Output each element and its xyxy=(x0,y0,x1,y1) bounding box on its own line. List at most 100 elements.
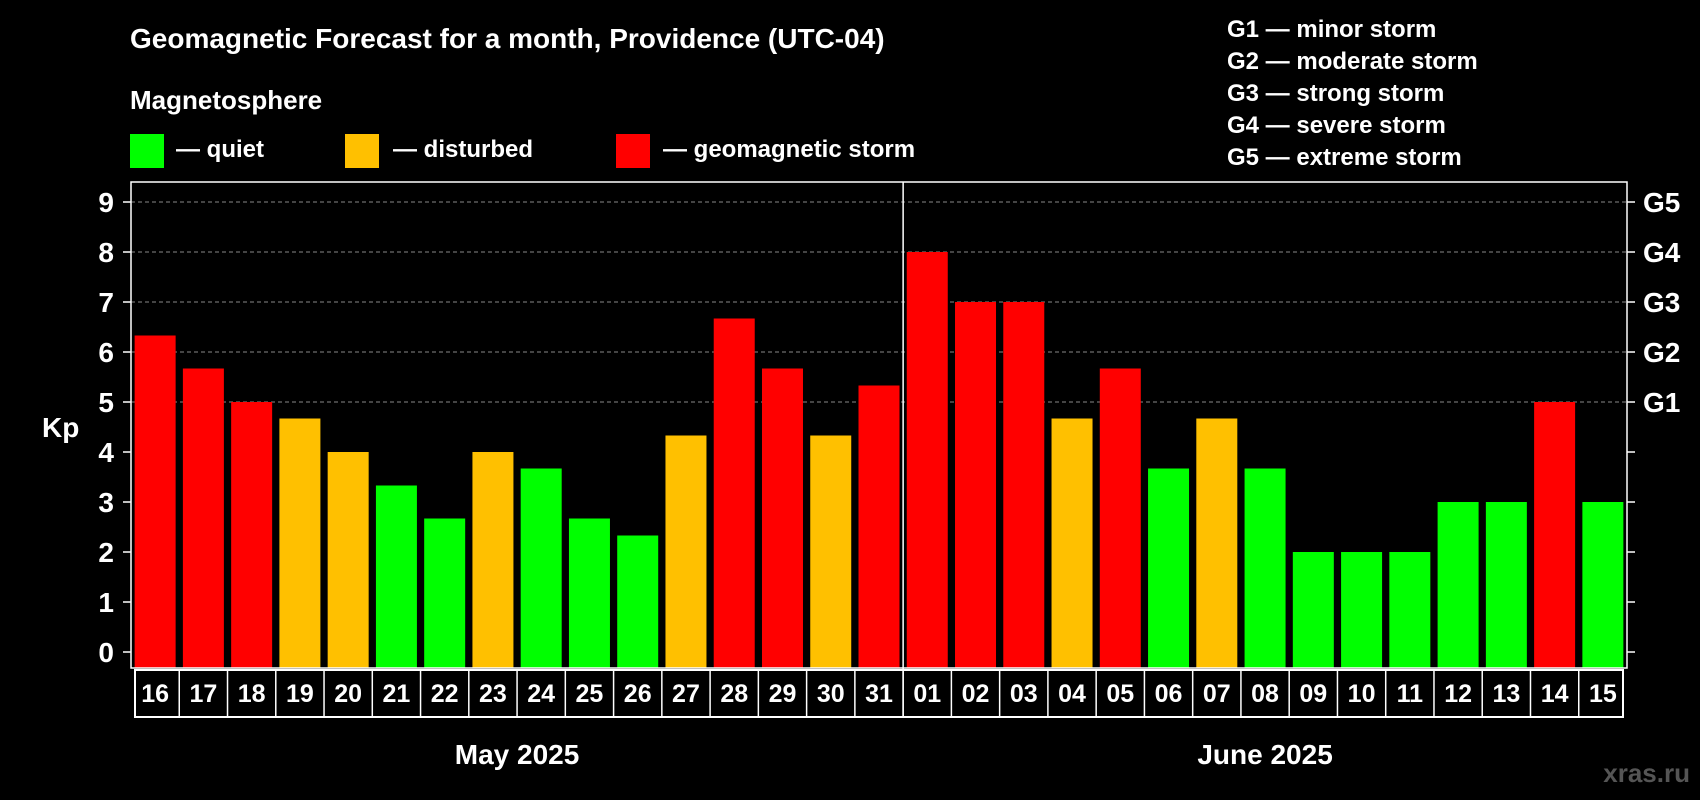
bar-08 xyxy=(1244,468,1286,668)
legend-label-storm: — geomagnetic storm xyxy=(663,136,915,163)
x-tick-label-16: 16 xyxy=(141,680,169,708)
x-tick-label-24: 24 xyxy=(527,680,555,708)
x-tick-label-27: 27 xyxy=(672,680,700,708)
bar-15 xyxy=(1582,502,1624,668)
bar-23 xyxy=(472,452,514,668)
storm-desc-g2: G2 — moderate storm xyxy=(1227,48,1478,75)
x-tick-label-10: 10 xyxy=(1348,680,1376,708)
legend-swatch-disturbed xyxy=(345,134,379,168)
bar-14 xyxy=(1534,402,1576,668)
x-tick-label-21: 21 xyxy=(383,680,411,708)
bar-19 xyxy=(279,418,321,668)
bar-11 xyxy=(1389,552,1431,668)
x-tick-label-09: 09 xyxy=(1299,680,1327,708)
plot-frame xyxy=(130,181,1628,669)
bar-16 xyxy=(134,335,176,668)
x-tick-label-14: 14 xyxy=(1541,680,1569,708)
bar-17 xyxy=(182,368,224,668)
storm-desc-g3: G3 — strong storm xyxy=(1227,80,1444,107)
bar-26 xyxy=(617,535,659,668)
legend-label-quiet: — quiet xyxy=(176,136,264,163)
y-tick-label-3: 3 xyxy=(98,487,114,518)
bar-04 xyxy=(1051,418,1093,668)
bar-21 xyxy=(375,485,417,668)
x-tick-label-18: 18 xyxy=(238,680,266,708)
x-tick-label-23: 23 xyxy=(479,680,507,708)
chart-title: Geomagnetic Forecast for a month, Provid… xyxy=(130,23,885,54)
x-tick-label-02: 02 xyxy=(962,680,990,708)
storm-scale-legend: G1 — minor storm G2 — moderate storm G3 … xyxy=(1227,16,1478,171)
x-tick-label-05: 05 xyxy=(1106,680,1134,708)
storm-axis-label-g1: G1 xyxy=(1643,387,1680,418)
bar-02 xyxy=(955,302,997,668)
bar-31 xyxy=(858,385,900,668)
bar-29 xyxy=(761,368,803,668)
storm-axis-label-g5: G5 xyxy=(1643,187,1680,218)
y-tick-label-6: 6 xyxy=(98,337,114,368)
storm-desc-g5: G5 — extreme storm xyxy=(1227,144,1462,171)
y-tick-label-1: 1 xyxy=(98,587,114,618)
y-tick-label-4: 4 xyxy=(98,437,114,468)
bar-20 xyxy=(327,452,369,668)
bar-12 xyxy=(1437,502,1479,668)
x-tick-label-08: 08 xyxy=(1251,680,1279,708)
x-tick-label-13: 13 xyxy=(1492,680,1520,708)
x-tick-label-06: 06 xyxy=(1155,680,1183,708)
bar-30 xyxy=(810,435,852,668)
y-tick-label-8: 8 xyxy=(98,237,114,268)
storm-desc-g4: G4 — severe storm xyxy=(1227,112,1446,139)
bar-27 xyxy=(665,435,707,668)
bar-10 xyxy=(1341,552,1383,668)
x-tick-label-19: 19 xyxy=(286,680,314,708)
y-tick-label-5: 5 xyxy=(98,387,114,418)
x-tick-label-17: 17 xyxy=(189,680,217,708)
x-tick-label-29: 29 xyxy=(769,680,797,708)
storm-axis-label-g2: G2 xyxy=(1643,337,1680,368)
x-tick-label-07: 07 xyxy=(1203,680,1231,708)
bar-01 xyxy=(906,252,948,668)
storm-axis-label-g4: G4 xyxy=(1643,237,1681,268)
bar-24 xyxy=(520,468,562,668)
bar-06 xyxy=(1148,468,1190,668)
bar-07 xyxy=(1196,418,1238,668)
bar-22 xyxy=(424,518,466,668)
bar-03 xyxy=(1003,302,1045,668)
bar-28 xyxy=(713,318,755,668)
x-tick-label-25: 25 xyxy=(576,680,604,708)
month-label-1: June 2025 xyxy=(1197,739,1332,770)
x-tick-label-28: 28 xyxy=(720,680,748,708)
y-tick-label-9: 9 xyxy=(98,187,114,218)
bar-13 xyxy=(1485,502,1527,668)
x-tick-label-20: 20 xyxy=(334,680,362,708)
bar-09 xyxy=(1292,552,1334,668)
y-tick-label-7: 7 xyxy=(98,287,114,318)
x-tick-label-15: 15 xyxy=(1589,680,1617,708)
legend: — quiet — disturbed — geomagnetic storm xyxy=(130,134,915,168)
x-tick-label-11: 11 xyxy=(1397,680,1424,708)
x-tick-label-01: 01 xyxy=(913,680,941,708)
x-tick-label-31: 31 xyxy=(865,680,893,708)
x-tick-label-04: 04 xyxy=(1058,680,1086,708)
y-tick-label-2: 2 xyxy=(98,537,114,568)
legend-label-disturbed: — disturbed xyxy=(393,136,533,163)
storm-desc-g1: G1 — minor storm xyxy=(1227,16,1436,43)
x-tick-label-22: 22 xyxy=(431,680,459,708)
x-tick-label-26: 26 xyxy=(624,680,652,708)
watermark: xras.ru xyxy=(1603,758,1690,788)
storm-axis-label-g3: G3 xyxy=(1643,287,1680,318)
bar-18 xyxy=(231,402,273,668)
bar-25 xyxy=(568,518,610,668)
legend-swatch-storm xyxy=(616,134,650,168)
legend-title: Magnetosphere xyxy=(130,85,322,115)
y-tick-label-0: 0 xyxy=(98,637,114,668)
date-box xyxy=(134,669,1624,718)
x-tick-label-30: 30 xyxy=(817,680,845,708)
y-axis-label: Kp xyxy=(42,412,79,443)
bar-05 xyxy=(1099,368,1141,668)
x-tick-label-12: 12 xyxy=(1444,680,1472,708)
month-label-0: May 2025 xyxy=(455,739,580,770)
x-tick-label-03: 03 xyxy=(1010,680,1038,708)
legend-swatch-quiet xyxy=(130,134,164,168)
